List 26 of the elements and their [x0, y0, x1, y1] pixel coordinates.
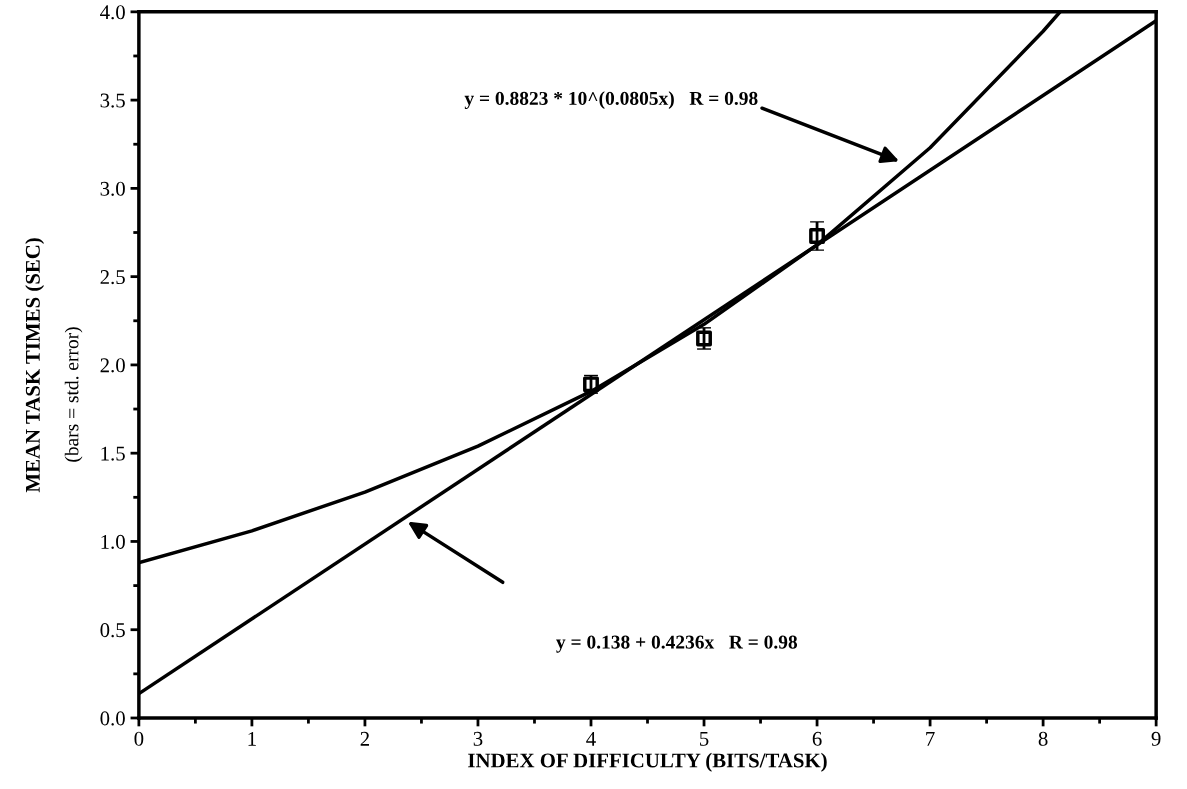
- x-tick-label: 1: [248, 731, 256, 746]
- x-tick-label: 3: [473, 731, 483, 746]
- y-tick-label: 3.0: [100, 181, 125, 196]
- y-tick-label: 1.0: [101, 534, 125, 549]
- x-tick-label: 6: [812, 731, 822, 746]
- x-tick-label: 5: [700, 732, 709, 746]
- annotation: y = 0.138 + 0.4236x R = 0.98: [556, 635, 798, 653]
- x-axis-title: INDEX OF DIFFICULTY (BITS/TASK): [468, 752, 827, 772]
- y-tick-label: 3.5: [100, 93, 125, 108]
- x-tick-label: 9: [1151, 731, 1161, 746]
- point: [696, 330, 712, 347]
- x-tick-label: 8: [1038, 731, 1048, 746]
- y-tick-label: 0.0: [100, 711, 125, 726]
- y-tick-label: 2.5: [100, 270, 125, 285]
- x-tick-label: 4: [586, 731, 596, 746]
- annotation: y = 0.8823 * 10^(0.0805x) R = 0.98: [464, 91, 758, 109]
- text: (bars = std. error): [64, 327, 83, 462]
- point: [809, 228, 825, 244]
- y-tick-label: 1.5: [101, 446, 125, 461]
- y-tick-label: 2.0: [100, 358, 125, 373]
- y-axis-title: MEAN TASK TIMES (SEC): [25, 238, 45, 493]
- x-tick-label: 2: [360, 731, 369, 746]
- y-tick-label: 4.0: [100, 5, 125, 20]
- y-tick-label: 0.5: [100, 623, 125, 638]
- x-tick-label: 0: [134, 731, 144, 746]
- x-tick-label: 7: [926, 732, 935, 746]
